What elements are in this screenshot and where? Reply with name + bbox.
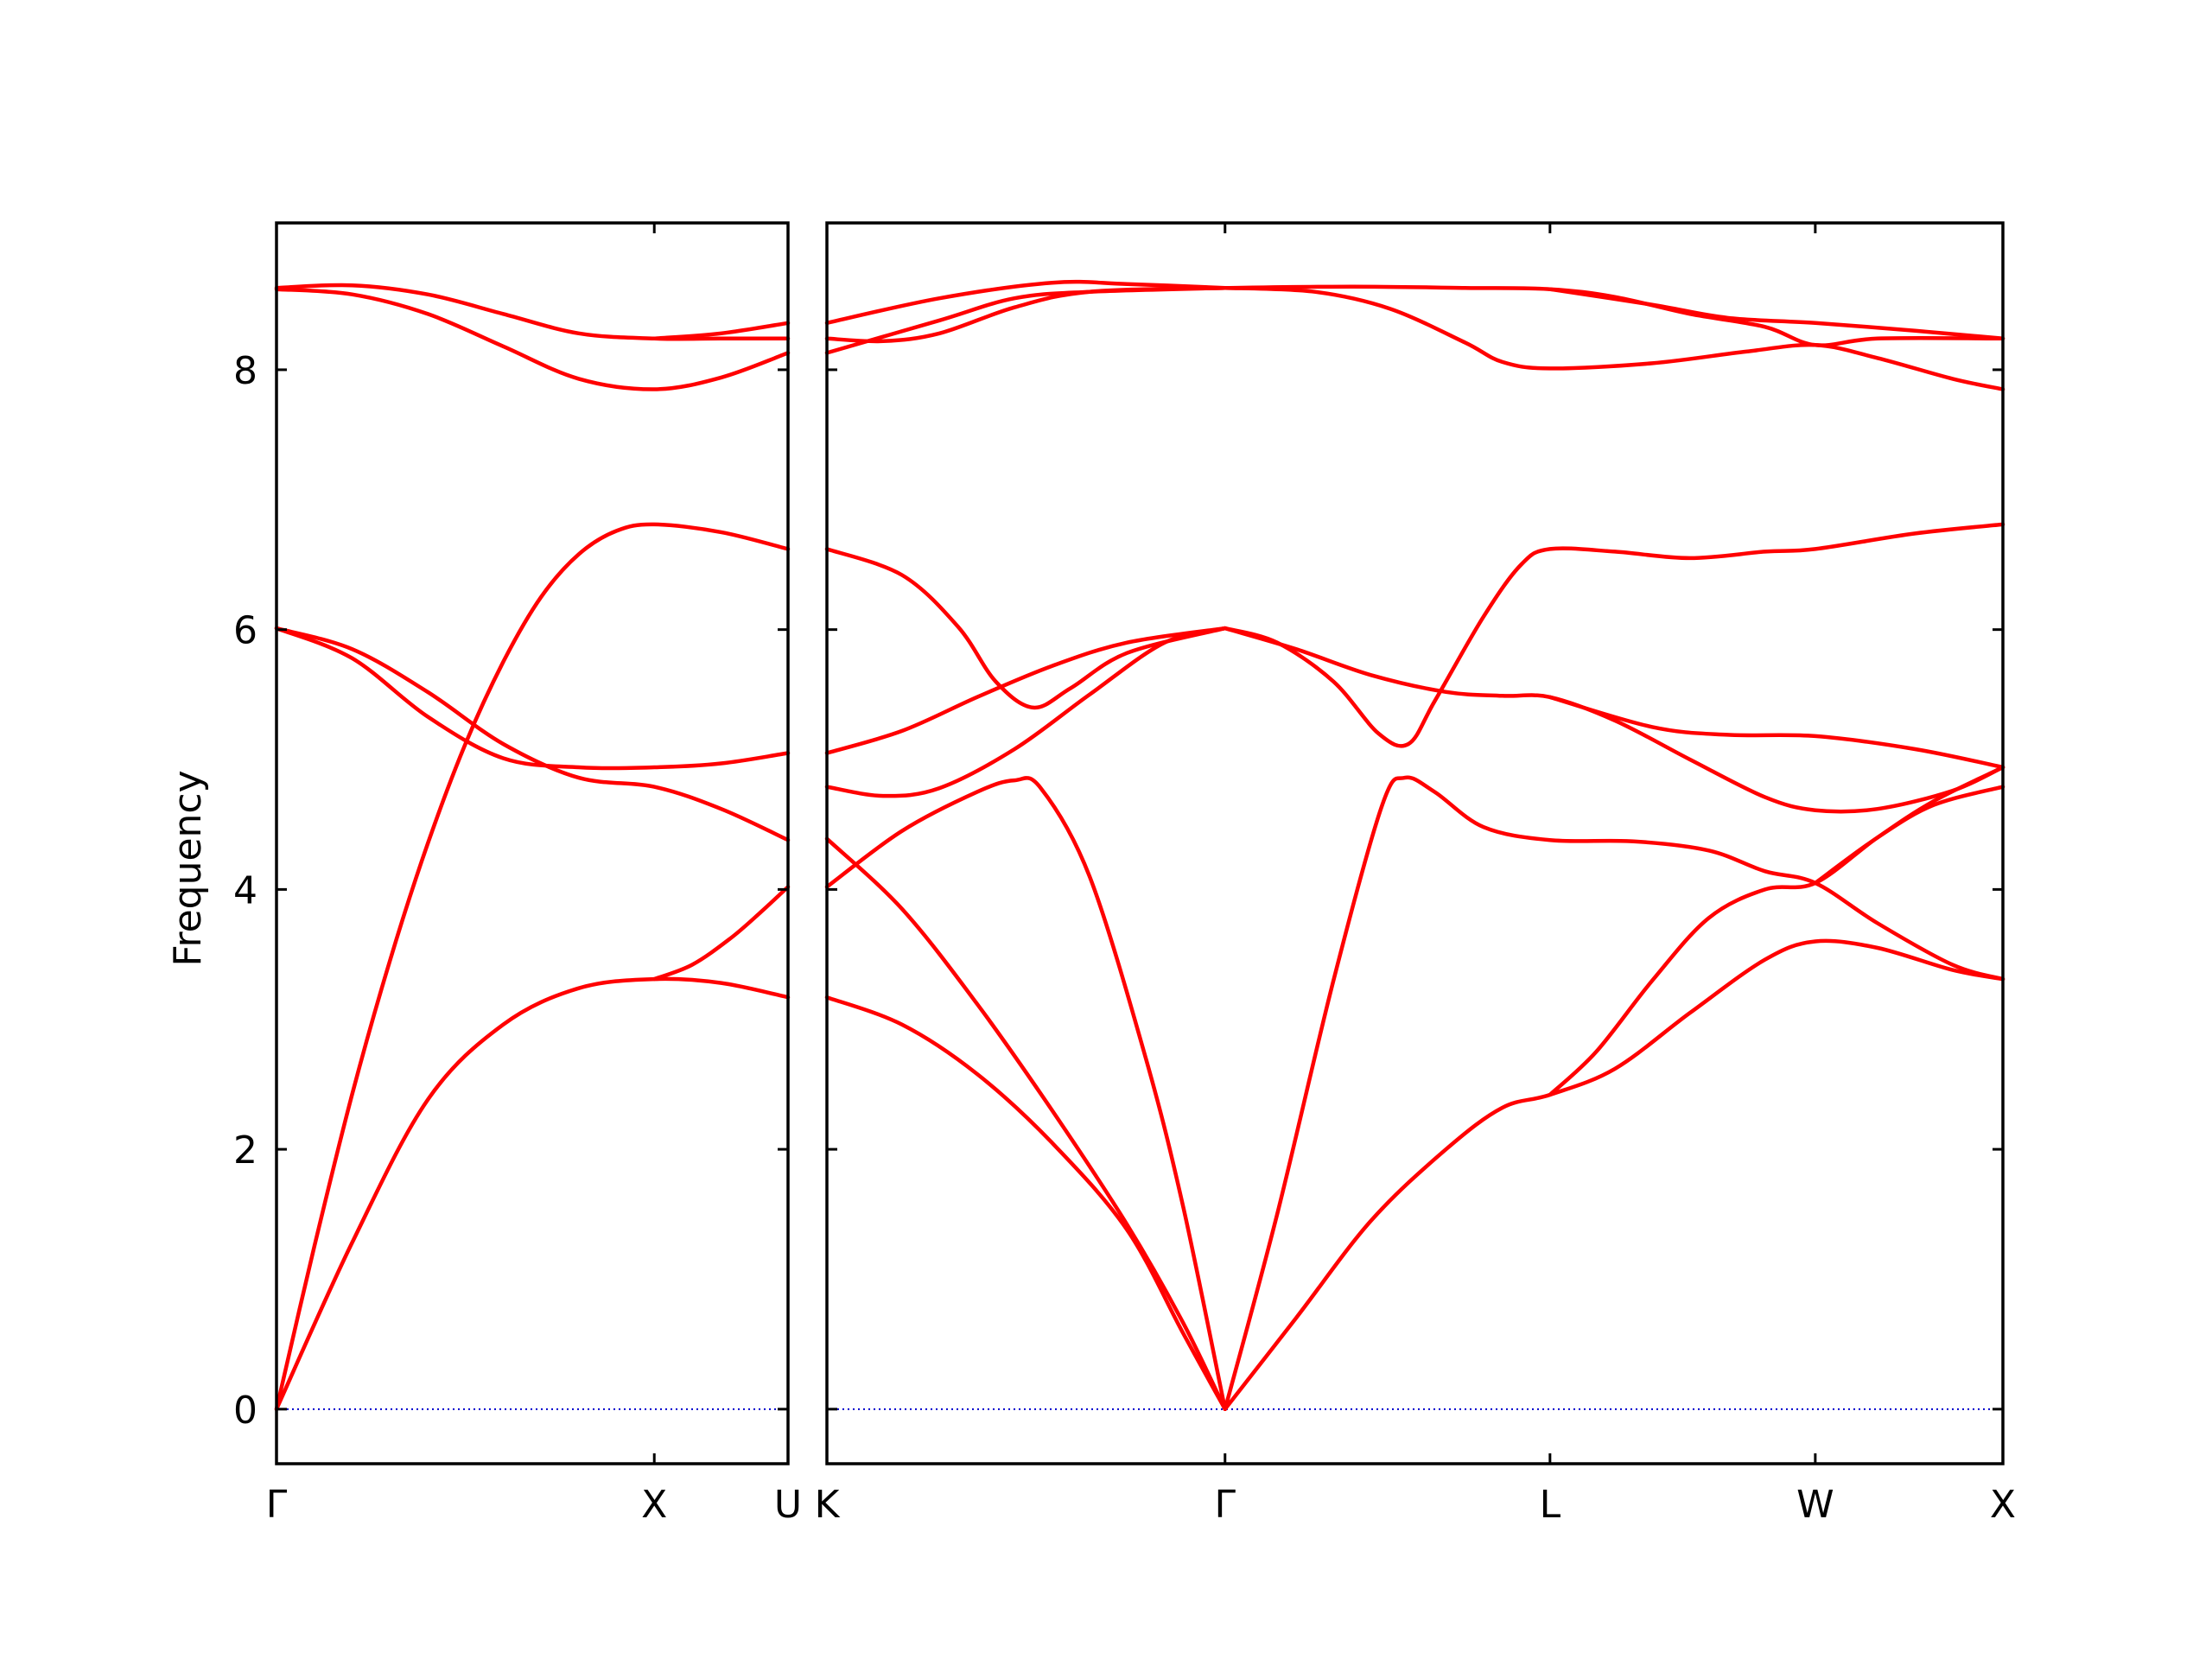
x-tick-label: Γ: [1215, 1483, 1236, 1527]
band-line-right-5: [824, 626, 1228, 755]
x-tick-label: U: [774, 1483, 802, 1527]
y-tick-label: 0: [233, 1389, 257, 1433]
x-tick-label: Γ: [266, 1483, 288, 1527]
band-line-right-19: [1548, 287, 2005, 341]
x-tick-label: W: [1796, 1483, 1834, 1527]
band-line-right-11: [1223, 775, 2005, 1412]
band-line-right-3: [824, 836, 1228, 1412]
band-line-right-6: [824, 547, 1228, 710]
x-tick-label: X: [641, 1483, 667, 1527]
band-line-right-8: [824, 285, 1228, 344]
y-tick-label: 2: [233, 1128, 257, 1173]
plot-layer: 0 2 4 6 8 Γ X U K Γ L W X: [233, 221, 2016, 1527]
band-line-right-12: [1223, 522, 2005, 748]
band-line-left-7: [652, 885, 791, 982]
band-line-right-16: [1813, 785, 2005, 886]
band-line-right-9: [824, 279, 1228, 326]
x-tick-label: K: [815, 1483, 841, 1527]
band-line-left-1: [274, 976, 791, 1412]
band-line-left-4: [274, 626, 791, 842]
x-tick-label: L: [1540, 1483, 1561, 1527]
band-line-left-6: [274, 283, 791, 341]
band-line-left-5: [274, 287, 791, 391]
band-line-left-8: [652, 321, 791, 341]
band-line-left-3: [274, 626, 791, 771]
band-line-right-14: [1548, 695, 2005, 770]
band-line-right-17: [1223, 285, 2005, 391]
x-tick-label: X: [1990, 1483, 2016, 1527]
band-line-right-1: [824, 995, 1228, 1412]
band-line-right-13: [1223, 626, 2005, 814]
axes-frame-left: [275, 221, 790, 1465]
band-line-right-10: [1223, 938, 2005, 1412]
panel-left: 0 2 4 6 8 Γ X U: [233, 221, 802, 1527]
y-tick-label: 4: [233, 868, 257, 912]
band-line-right-2: [824, 776, 1228, 1412]
y-tick-label: 8: [233, 349, 257, 393]
y-tick-label: 6: [233, 609, 257, 653]
y-axis-label: Frequency: [166, 770, 210, 966]
axes-frame-right: [825, 221, 2005, 1465]
